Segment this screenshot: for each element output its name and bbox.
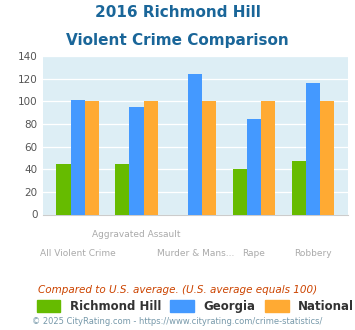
Bar bbox=[306, 83, 320, 214]
Text: Robbery: Robbery bbox=[294, 249, 332, 258]
Bar bbox=[56, 164, 71, 214]
Bar bbox=[292, 161, 306, 214]
Bar bbox=[247, 119, 261, 214]
Text: Aggravated Assault: Aggravated Assault bbox=[92, 230, 181, 239]
Text: 2016 Richmond Hill: 2016 Richmond Hill bbox=[94, 5, 261, 20]
Text: Murder & Mans...: Murder & Mans... bbox=[157, 249, 234, 258]
Bar bbox=[71, 100, 85, 214]
Bar bbox=[320, 101, 334, 214]
Bar bbox=[233, 169, 247, 214]
Bar bbox=[202, 101, 217, 214]
Legend: Richmond Hill, Georgia, National: Richmond Hill, Georgia, National bbox=[33, 296, 355, 316]
Bar bbox=[261, 101, 275, 214]
Text: Rape: Rape bbox=[242, 249, 266, 258]
Text: Compared to U.S. average. (U.S. average equals 100): Compared to U.S. average. (U.S. average … bbox=[38, 285, 317, 295]
Bar bbox=[85, 101, 99, 214]
Text: All Violent Crime: All Violent Crime bbox=[40, 249, 115, 258]
Bar bbox=[129, 107, 143, 214]
Bar bbox=[143, 101, 158, 214]
Text: © 2025 CityRating.com - https://www.cityrating.com/crime-statistics/: © 2025 CityRating.com - https://www.city… bbox=[32, 317, 323, 326]
Bar bbox=[115, 164, 129, 214]
Text: Violent Crime Comparison: Violent Crime Comparison bbox=[66, 33, 289, 48]
Bar bbox=[188, 74, 202, 215]
